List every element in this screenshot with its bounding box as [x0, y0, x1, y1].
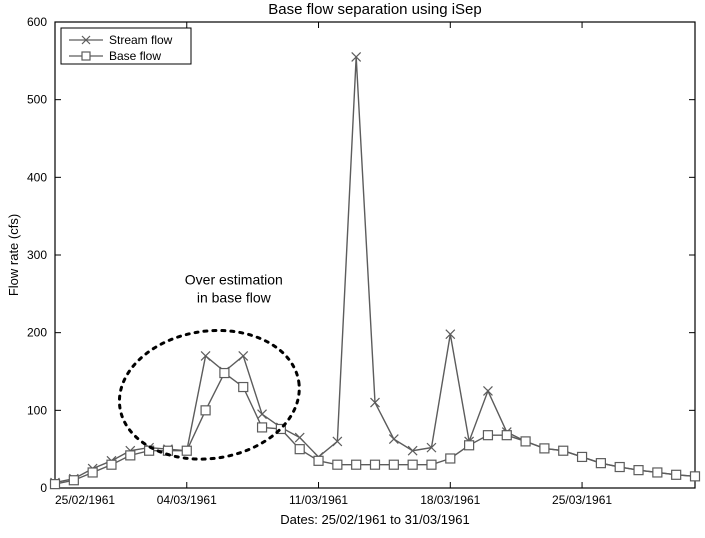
base-flow-marker	[691, 472, 700, 481]
base-flow-marker	[182, 446, 191, 455]
base-flow-marker	[258, 423, 267, 432]
y-axis-label: Flow rate (cfs)	[6, 214, 21, 296]
base-flow-marker	[295, 445, 304, 454]
y-tick-label: 0	[40, 481, 47, 495]
y-tick-label: 600	[27, 15, 47, 29]
plot-border	[55, 22, 695, 488]
base-flow-marker	[615, 463, 624, 472]
base-flow-marker	[352, 460, 361, 469]
base-flow-marker	[107, 460, 116, 469]
base-flow-marker	[540, 444, 549, 453]
y-tick-label: 100	[27, 403, 47, 417]
legend-marker-square-icon	[82, 52, 90, 60]
base-flow-marker	[578, 452, 587, 461]
overestimation-ellipse	[111, 319, 308, 470]
base-flow-marker	[408, 460, 417, 469]
base-flow-marker	[559, 446, 568, 455]
base-flow-marker	[483, 431, 492, 440]
base-flow-marker	[672, 470, 681, 479]
x-tick-label: 11/03/1961	[289, 493, 348, 507]
base-flow-marker	[220, 369, 229, 378]
annotation-text-line1: Over estimation	[185, 272, 283, 288]
base-flow-marker	[314, 456, 323, 465]
base-flow-marker	[465, 441, 474, 450]
x-axis-label: Dates: 25/02/1961 to 31/03/1961	[280, 512, 469, 527]
base-flow-marker	[427, 460, 436, 469]
chart-svg: 0 100 200 300 400 500 600 25/02/1961 04/03/1961 1…	[0, 0, 705, 538]
base-flow-marker	[596, 459, 605, 468]
y-tick-label: 300	[27, 248, 47, 262]
base-flow-marker	[69, 476, 78, 485]
legend-label-base: Base flow	[109, 49, 161, 63]
base-flow-marker	[389, 460, 398, 469]
base-flow-marker	[239, 383, 248, 392]
chart-title: Base flow separation using iSep	[268, 1, 481, 18]
y-tick-label: 500	[27, 93, 47, 107]
base-flow-marker	[371, 460, 380, 469]
stream-flow-line	[55, 57, 695, 483]
base-flow-marker	[333, 460, 342, 469]
base-flow-marker	[51, 480, 60, 489]
x-tick-label: 18/03/1961	[420, 493, 480, 507]
chart-container: 0 100 200 300 400 500 600 25/02/1961 04/03/1961 1…	[0, 0, 705, 538]
base-flow-marker	[201, 406, 210, 415]
base-flow-marker	[502, 431, 511, 440]
legend-label-stream: Stream flow	[109, 33, 173, 47]
annotation-text-line2: in base flow	[197, 290, 272, 306]
base-flow-marker	[126, 451, 135, 460]
base-flow-marker	[88, 468, 97, 477]
y-tick-label: 400	[27, 170, 47, 184]
base-flow-marker	[653, 468, 662, 477]
x-tick-label: 04/03/1961	[157, 493, 217, 507]
y-tick-label: 200	[27, 326, 47, 340]
base-flow-marker	[634, 466, 643, 475]
x-tick-label: 25/02/1961	[55, 493, 115, 507]
x-tick-label: 25/03/1961	[552, 493, 612, 507]
base-flow-marker	[521, 437, 530, 446]
base-flow-marker	[446, 454, 455, 463]
